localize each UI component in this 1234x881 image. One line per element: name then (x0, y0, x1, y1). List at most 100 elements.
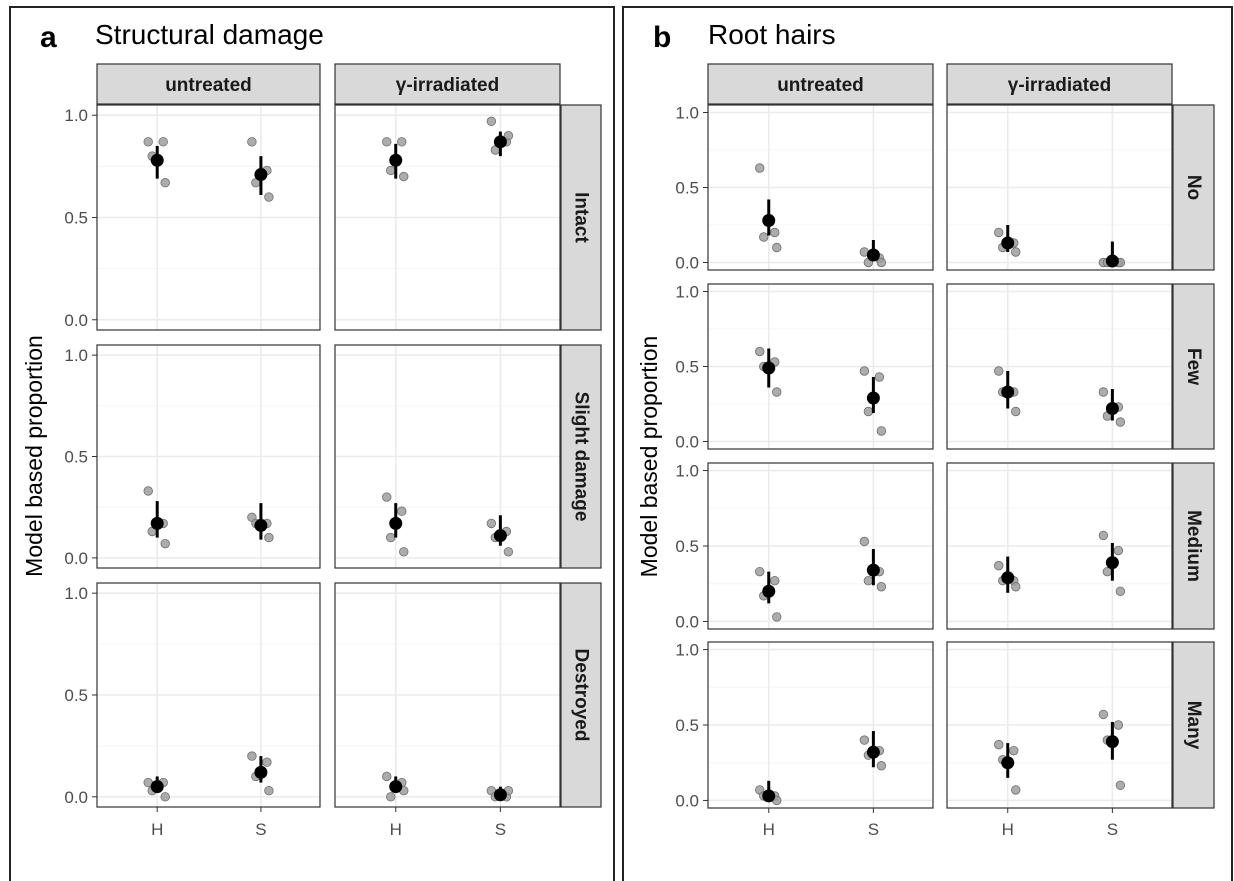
mean-point (866, 248, 880, 262)
observation-point (876, 426, 887, 436)
x-tick-label: H (390, 820, 402, 839)
observation-point (859, 735, 870, 745)
observation-point (247, 751, 257, 761)
observation-point (397, 506, 407, 516)
observation-point (759, 232, 769, 242)
mean-point (254, 765, 268, 779)
observation-point (503, 547, 514, 557)
mean-point (493, 788, 507, 802)
mean-point (762, 214, 776, 227)
mean-point (150, 780, 164, 794)
facet-border (707, 641, 934, 809)
facet-destroyed-untreated (96, 582, 321, 808)
observation-point (397, 137, 407, 147)
mean-point (866, 745, 880, 759)
observation-point (755, 566, 765, 577)
mean-point (1105, 402, 1119, 415)
mean-point (150, 516, 164, 530)
observation-point (1009, 745, 1019, 756)
y-tick-label: 1.0 (64, 106, 88, 125)
observation-point (382, 771, 392, 782)
observation-point (264, 786, 274, 796)
mean-point (1001, 756, 1015, 770)
y-tick-label: 1.0 (675, 462, 699, 481)
y-tick-label: 0.0 (64, 549, 88, 568)
observation-point (863, 576, 874, 586)
observation-point (264, 192, 274, 202)
mean-point (254, 518, 268, 532)
figure-panel-frame (9, 6, 615, 881)
facet-border (96, 104, 321, 331)
facet-border (334, 344, 561, 569)
row-strip-label-destroyed: Destroyed (571, 649, 592, 742)
mean-point (254, 168, 268, 182)
observation-point (386, 792, 396, 802)
row-strip-label-medium: Medium (1183, 510, 1204, 582)
mean-point (866, 391, 880, 405)
mean-point (762, 361, 776, 375)
observation-point (772, 387, 782, 397)
panel-letter: b (653, 21, 671, 54)
observation-point (1098, 709, 1109, 720)
observation-point (503, 130, 514, 141)
x-tick-label: S (495, 820, 506, 839)
observation-point (247, 137, 257, 147)
observation-point (158, 137, 168, 147)
observation-point (264, 532, 274, 543)
y-tick-label: 0.5 (64, 448, 88, 467)
row-strip-label-slight-damage: Slight damage (571, 392, 592, 522)
observation-point (1011, 247, 1021, 257)
y-tick-label: 1.0 (64, 584, 88, 603)
facet-border (334, 104, 561, 331)
figure-panel-b: b Root hairs Model based proportion untreat… (622, 6, 1233, 881)
observation-point (382, 492, 392, 502)
column-strip (96, 63, 321, 105)
row-strip (1172, 462, 1215, 630)
observation-point (994, 560, 1004, 571)
facet-intact-irradiated (334, 104, 561, 331)
observation-point (1115, 417, 1126, 427)
facet-border (946, 283, 1173, 450)
observation-point (859, 366, 870, 376)
panel-title: Structural damage (95, 19, 324, 50)
facet-border (946, 641, 1173, 809)
observation-point (994, 739, 1004, 750)
facet-border (96, 582, 321, 808)
mean-point (1105, 735, 1119, 749)
row-strip-label-intact: Intact (571, 192, 592, 243)
facet-no-untreated (707, 104, 934, 271)
observation-point (386, 532, 396, 543)
observation-point (770, 227, 780, 238)
x-tick-label: H (151, 820, 163, 839)
x-tick-label: H (1002, 820, 1014, 839)
y-tick-label: 0.0 (675, 612, 699, 631)
row-strip (1172, 104, 1215, 271)
column-strip (334, 63, 561, 105)
column-strip-label-irradiated: γ-irradiated (1008, 75, 1111, 96)
row-strip (1172, 283, 1215, 450)
mean-point (1001, 385, 1015, 399)
y-axis-title: Model based proportion (21, 335, 47, 577)
y-tick-label: 0.0 (675, 433, 699, 452)
facet-slight-damage-irradiated (334, 344, 561, 569)
observation-point (1011, 785, 1021, 795)
figure-panel-frame (622, 6, 1233, 881)
row-strip (560, 344, 602, 569)
column-strip-label-untreated: untreated (165, 75, 252, 96)
row-strip-label-few: Few (1183, 348, 1204, 385)
observation-point (486, 518, 497, 529)
facet-no-irradiated (946, 104, 1173, 271)
observation-point (1115, 780, 1126, 791)
y-tick-label: 1.0 (64, 346, 88, 365)
y-tick-label: 1.0 (675, 283, 699, 302)
facet-medium-untreated (707, 462, 934, 630)
facet-border (946, 462, 1173, 630)
observation-point (1115, 586, 1126, 596)
mean-point (389, 153, 403, 167)
column-strip (946, 63, 1173, 105)
row-strip-label-no: No (1183, 175, 1204, 200)
observation-point (770, 576, 780, 586)
observation-point (1011, 406, 1021, 417)
mean-point (389, 516, 403, 530)
